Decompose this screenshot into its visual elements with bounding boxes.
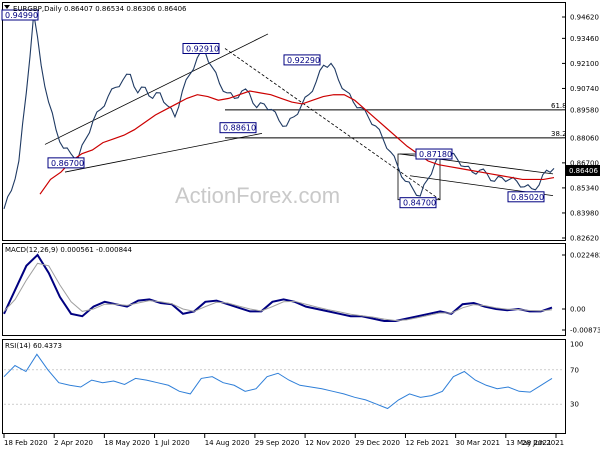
macd-panel: 0.022482 0.00 -0.008736 — [3, 252, 600, 335]
price-tick-label: 0.82620 — [570, 235, 599, 243]
rsi-line — [3, 353, 553, 410]
date-tick-label: 14 Aug 2020 — [205, 439, 250, 447]
macd-tick-label: 0.022482 — [570, 252, 600, 260]
price-annotation-label: 0.92290 — [287, 56, 320, 65]
date-tick-label: 2 Apr 2020 — [54, 439, 93, 447]
watermark: ActionForex.com — [175, 183, 340, 208]
rsi-panel: 100 70 30 — [3, 341, 583, 410]
price-panel-frame — [2, 2, 566, 241]
current-price-tag: 0.86406 — [566, 165, 600, 176]
date-axis: 18 Feb 2020 2 Apr 2020 18 May 2020 1 Jul 20… — [3, 434, 564, 447]
rsi-tick-label: 100 — [570, 341, 583, 349]
rsi-tick-label: 30 — [570, 401, 579, 409]
channel-line — [64, 133, 263, 173]
macd-panel-title: MACD(12,26,9) 0.000561 -0.000844 — [5, 246, 132, 254]
current-price-value: 0.86406 — [569, 167, 598, 175]
date-tick-label: 28 Jun 2021 — [522, 439, 564, 447]
price-annotation-box — [507, 191, 545, 203]
price-tick-label: 0.93460 — [570, 35, 599, 43]
price-tick-label: 0.90740 — [570, 85, 599, 93]
price-tick-label: 0.86700 — [570, 159, 599, 167]
date-tick-label: 12 Feb 2021 — [405, 439, 449, 447]
price-tick-label: 0.83980 — [570, 209, 599, 217]
price-panel-title: EURGBP,Daily 0.86407 0.86534 0.86306 0.8… — [13, 5, 187, 13]
price-line — [3, 13, 555, 210]
price-tick-label: 0.88060 — [570, 134, 599, 142]
price-tick-label: 0.94620 — [570, 14, 599, 22]
price-annotation-box — [182, 42, 220, 54]
rsi-panel-frame — [2, 339, 566, 434]
date-tick-label: 29 Dec 2020 — [355, 439, 400, 447]
macd-line — [3, 253, 553, 323]
price-annotation-box — [399, 197, 437, 209]
price-annotation-label: 0.86700 — [51, 159, 84, 168]
date-tick-label: 12 Nov 2020 — [305, 439, 350, 447]
date-tick-label: 30 Mar 2021 — [456, 439, 500, 447]
rsi-panel-title: RSI(14) 60.4373 — [5, 342, 62, 350]
date-tick-label: 18 Feb 2020 — [4, 439, 48, 447]
date-tick-label: 18 May 2020 — [104, 439, 150, 447]
price-annotation-box — [1, 9, 39, 21]
price-annotation-label: 0.92910 — [186, 44, 219, 53]
price-annotation-label: 0.85020 — [511, 193, 544, 202]
moving-average — [39, 90, 555, 195]
fib-label: 38.2 — [551, 130, 567, 138]
signal-line — [3, 262, 553, 322]
price-axis: 0.94620 0.93460 0.92100 0.90740 0.89580 0.880… — [562, 14, 599, 243]
price-annotation-label: 0.84700 — [403, 199, 436, 208]
price-annotation-box — [283, 54, 321, 66]
price-annotations: 0.94990 0.86700 0.92910 0.88610 0.92290 0.871… — [1, 9, 545, 209]
date-tick-label: 29 Sep 2020 — [255, 439, 299, 447]
price-annotation-label: 0.94990 — [5, 11, 38, 20]
date-tick-label: 13 May 2021 — [506, 439, 552, 447]
price-annotation-box — [219, 122, 257, 134]
price-tick-label: 0.89580 — [570, 106, 599, 114]
price-tick-label: 0.85340 — [570, 184, 599, 192]
macd-tick-label: 0.00 — [570, 306, 586, 314]
price-series — [3, 13, 555, 210]
price-annotation-label: 0.87180 — [419, 150, 452, 159]
price-annotation-box — [415, 148, 453, 160]
macd-panel-frame — [2, 243, 566, 336]
ma-line — [39, 90, 555, 195]
channel-line — [224, 48, 441, 201]
date-tick-label: 1 Jul 2020 — [155, 439, 190, 447]
price-annotation-label: 0.88610 — [223, 124, 256, 133]
price-annotation-box — [47, 157, 85, 169]
collapse-triangle-icon[interactable] — [4, 5, 10, 9]
fib-levels: 61.8 38.2 — [225, 102, 567, 139]
rsi-tick-label: 70 — [570, 366, 579, 374]
fib-label: 61.8 — [551, 102, 567, 110]
price-tick-label: 0.92100 — [570, 60, 599, 68]
macd-tick-label: -0.008736 — [570, 327, 600, 335]
